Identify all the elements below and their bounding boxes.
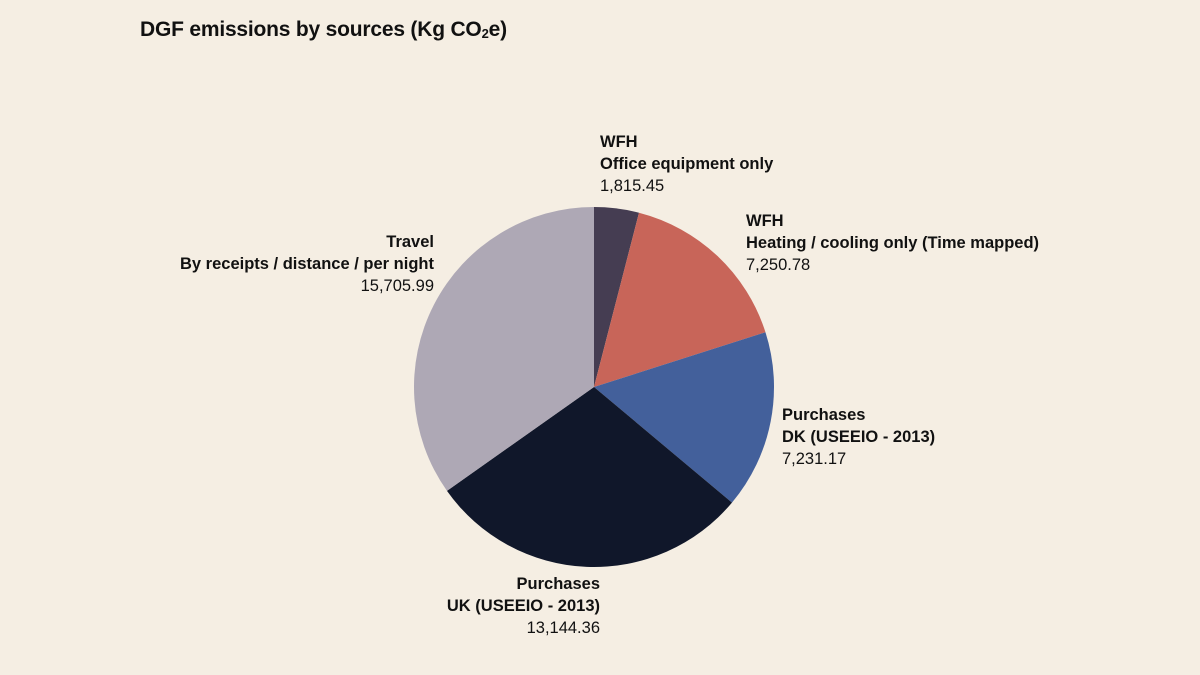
pie-slice-purchases-uk (446, 387, 732, 567)
slice-label-line1: Travel (386, 233, 434, 251)
slice-value-label: 7,231.17 (782, 450, 847, 468)
slice-value-label: 15,705.99 (360, 277, 434, 295)
slice-value-label: 1,815.45 (600, 177, 665, 195)
slice-label-wfh-heating: WFH Heating / cooling only (Time mapped)… (746, 210, 1039, 276)
slice-label-line1: WFH (600, 133, 638, 151)
slice-label-line2: Office equipment only (600, 155, 774, 173)
pie-slice-wfh-heating (594, 212, 766, 387)
slice-label-purchases-dk: Purchases DK (USEEIO - 2013) 7,231.17 (782, 404, 935, 470)
chart-title-text: DGF emissions by sources (Kg CO (140, 18, 482, 41)
slice-label-line1: Purchases (782, 406, 866, 424)
pie-slice-travel (414, 207, 594, 491)
chart-title-end: e) (488, 18, 507, 41)
pie-slice-wfh-office (594, 207, 639, 387)
slice-label-wfh-office: WFH Office equipment only 1,815.45 (600, 131, 773, 197)
slice-label-line1: WFH (746, 212, 784, 230)
slice-value-label: 7,250.78 (746, 256, 811, 274)
slice-label-purchases-uk: Purchases UK (USEEIO - 2013) 13,144.36 (447, 573, 600, 639)
slice-label-travel: Travel By receipts / distance / per nigh… (180, 231, 434, 297)
chart-title: DGF emissions by sources (Kg CO2e) (140, 18, 507, 42)
slice-label-line2: DK (USEEIO - 2013) (782, 428, 936, 446)
slice-label-line2: UK (USEEIO - 2013) (446, 597, 600, 615)
slice-label-line2: By receipts / distance / per night (180, 255, 434, 273)
chart-title-subscript: 2 (481, 26, 489, 41)
slice-value-label: 13,144.36 (526, 619, 600, 637)
pie-slice-purchases-dk (594, 332, 774, 503)
slice-label-line2: Heating / cooling only (Time mapped) (746, 234, 1040, 252)
pie-slices (414, 207, 774, 567)
slice-label-line1: Purchases (516, 575, 600, 593)
